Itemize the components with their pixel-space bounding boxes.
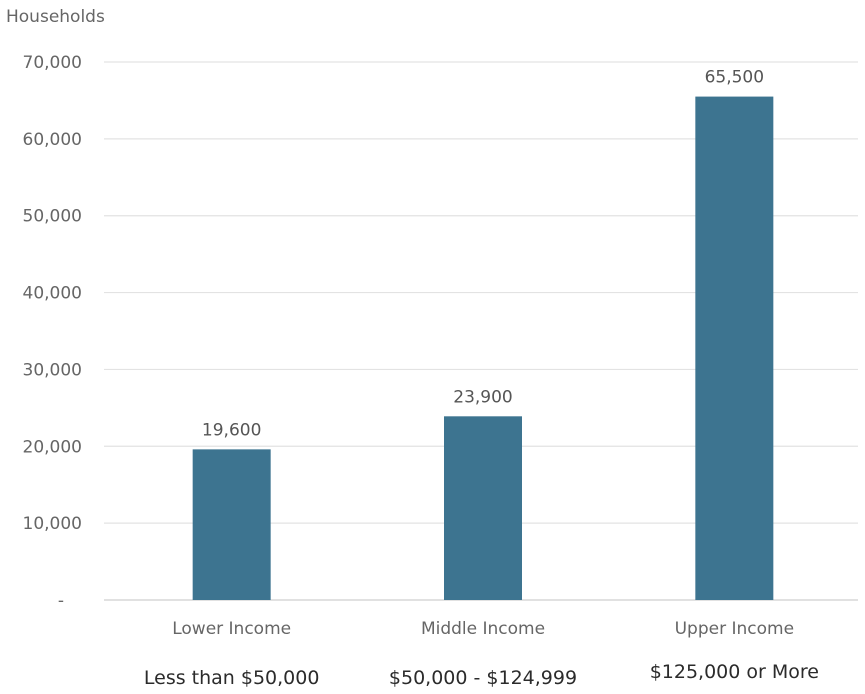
x-tick-label: Middle Income <box>421 619 545 639</box>
bar <box>192 449 271 600</box>
y-tick-label: - <box>58 591 64 611</box>
data-label: 23,900 <box>453 387 512 407</box>
category-range-label: Less than $50,000 <box>144 667 320 689</box>
y-tick-label: 20,000 <box>23 437 82 457</box>
y-tick-labels: - 10,000 20,000 30,000 40,000 50,000 60,000 70,… <box>23 53 82 611</box>
data-label: 65,500 <box>705 68 764 88</box>
category-ranges: Less than $50,000 $50,000 - $124,999 $125,… <box>144 661 819 689</box>
y-tick-label: 10,000 <box>23 514 82 534</box>
category-range-label: $50,000 - $124,999 <box>389 667 577 689</box>
y-tick-label: 40,000 <box>23 284 82 304</box>
y-tick-label: 70,000 <box>23 53 82 73</box>
y-axis-label: Households <box>6 7 105 27</box>
x-tick-label: Lower Income <box>172 619 291 639</box>
y-tick-label: 60,000 <box>23 130 82 150</box>
bar <box>695 96 774 600</box>
data-label: 19,600 <box>202 420 261 440</box>
x-tick-label: Upper Income <box>675 619 794 639</box>
bars <box>192 96 774 600</box>
category-range-label: $125,000 or More <box>650 661 819 683</box>
y-tick-label: 50,000 <box>23 207 82 227</box>
data-labels: 19,600 23,900 65,500 <box>202 68 764 441</box>
bar <box>444 416 522 600</box>
x-tick-labels: Lower Income Middle Income Upper Income <box>172 619 794 639</box>
y-tick-label: 30,000 <box>23 360 82 380</box>
